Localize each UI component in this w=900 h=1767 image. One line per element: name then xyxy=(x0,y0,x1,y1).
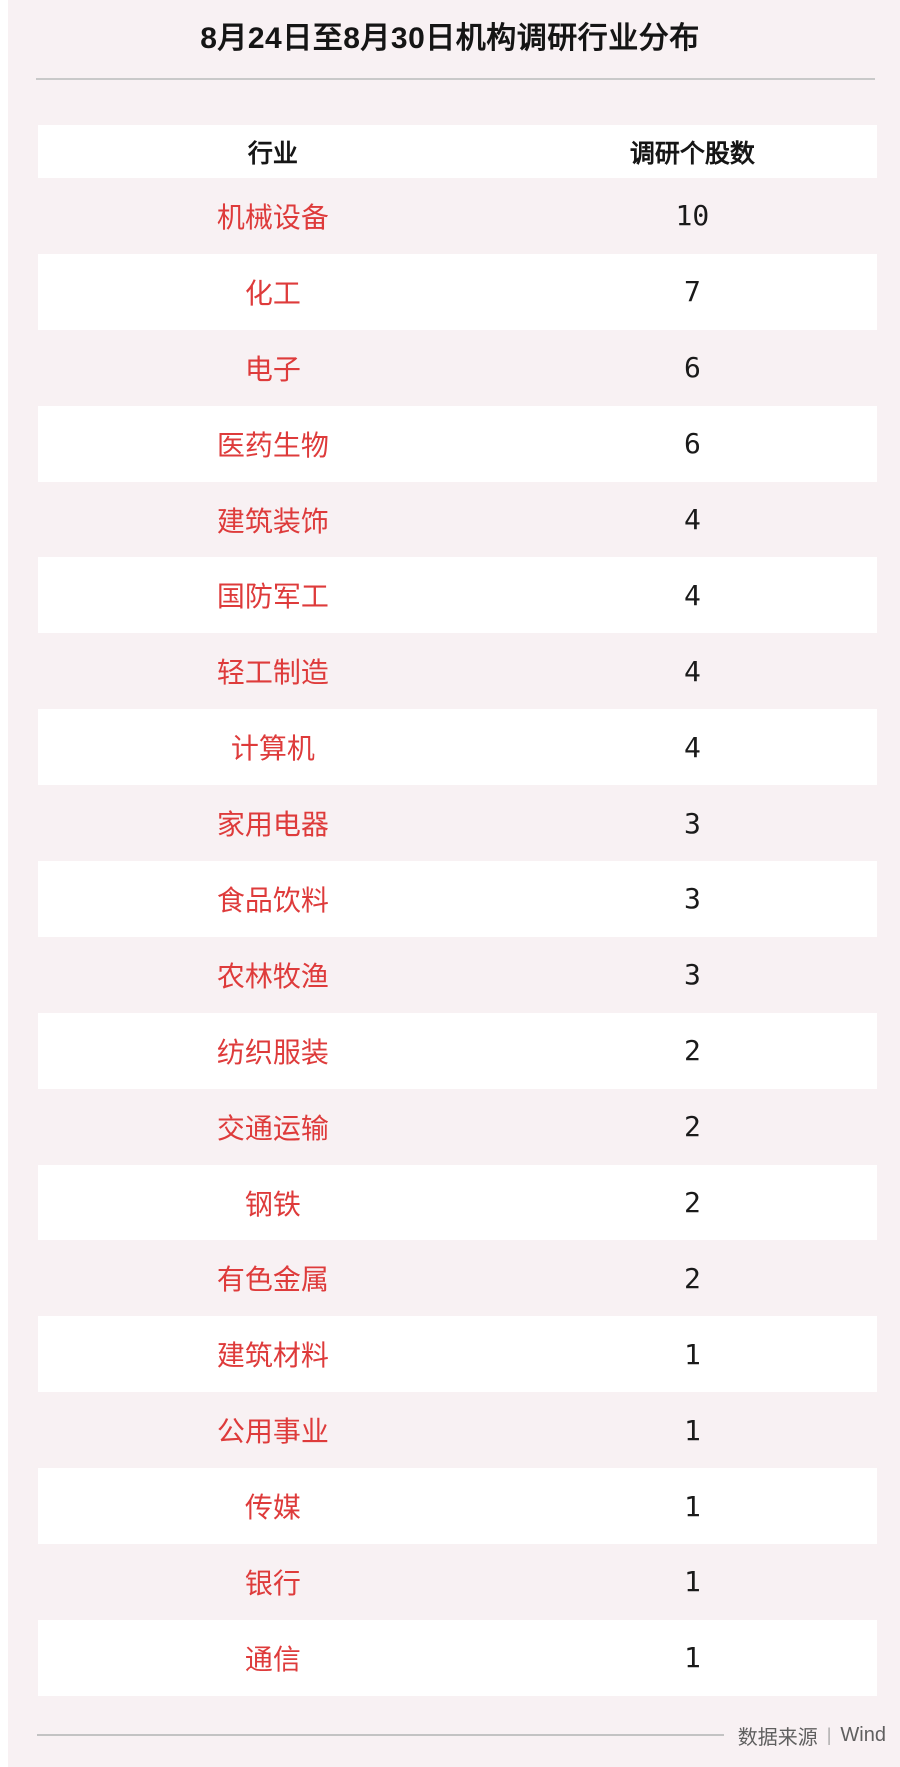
table-row: 钢铁 2 xyxy=(38,1164,877,1241)
industry-name: 交通运输 xyxy=(216,1112,329,1144)
table-row: 国防军工 4 xyxy=(38,557,877,634)
industry-name: 电子 xyxy=(244,353,301,385)
industry-name: 通信 xyxy=(244,1643,301,1675)
stock-count: 1 xyxy=(683,1565,701,1599)
industry-name: 建筑材料 xyxy=(216,1340,329,1372)
table-row: 建筑装饰 4 xyxy=(38,482,877,558)
stock-count: 10 xyxy=(675,199,710,233)
table-row: 农林牧渔 3 xyxy=(38,937,877,1013)
table-row: 传媒 1 xyxy=(38,1468,877,1545)
footer-divider-line xyxy=(37,1734,724,1736)
title-divider xyxy=(36,78,875,80)
stock-count: 2 xyxy=(683,1034,701,1068)
header-industry: 行业 xyxy=(247,139,298,168)
table-row: 银行 1 xyxy=(38,1544,877,1620)
stock-count: 6 xyxy=(683,427,701,461)
stock-count: 3 xyxy=(683,958,701,992)
table-row: 纺织服装 2 xyxy=(38,1012,877,1089)
industry-name: 计算机 xyxy=(230,733,315,765)
stock-count: 2 xyxy=(683,1261,701,1295)
data-source-label: 数据来源 xyxy=(737,1726,818,1749)
table-row: 化工 7 xyxy=(38,253,877,330)
industry-name: 农林牧渔 xyxy=(216,960,329,992)
stock-count: 1 xyxy=(683,1337,701,1371)
table-row: 建筑材料 1 xyxy=(38,1316,877,1393)
industry-name: 公用事业 xyxy=(216,1416,329,1448)
table-row: 家用电器 3 xyxy=(38,785,877,861)
stock-count: 4 xyxy=(683,730,701,764)
header-stock-count: 调研个股数 xyxy=(629,139,755,168)
industry-name: 轻工制造 xyxy=(216,657,329,689)
industry-name: 化工 xyxy=(244,277,301,309)
stock-count: 7 xyxy=(683,275,701,309)
stock-count: 3 xyxy=(683,882,701,916)
industry-name: 机械设备 xyxy=(216,201,329,233)
stock-count: 4 xyxy=(683,578,701,612)
stock-count: 2 xyxy=(683,1186,701,1220)
table-row: 轻工制造 4 xyxy=(38,633,877,709)
table-row: 医药生物 6 xyxy=(38,405,877,482)
stock-count: 4 xyxy=(683,503,701,536)
industry-name: 钢铁 xyxy=(244,1188,301,1220)
left-edge-strip xyxy=(0,0,8,1767)
footer-separator: | xyxy=(826,1724,832,1745)
stock-count: 2 xyxy=(683,1110,701,1144)
table-row: 食品饮料 3 xyxy=(38,861,877,937)
data-source-name: Wind xyxy=(840,1723,886,1746)
table-row: 电子 6 xyxy=(38,330,877,406)
table-row: 计算机 4 xyxy=(38,709,877,786)
industry-name: 银行 xyxy=(244,1567,301,1599)
chart-title: 8月24日至8月30日机构调研行业分布 xyxy=(200,22,700,55)
industry-name: 纺织服装 xyxy=(216,1036,329,1068)
footer: 数据来源 | Wind xyxy=(37,1720,886,1750)
industry-name: 家用电器 xyxy=(216,809,329,841)
industry-name: 食品饮料 xyxy=(216,884,329,916)
industry-name: 国防军工 xyxy=(216,581,329,613)
industry-name: 建筑装饰 xyxy=(216,505,329,537)
stock-count: 1 xyxy=(683,1413,701,1447)
table-row: 机械设备 10 xyxy=(38,178,877,254)
table-row: 有色金属 2 xyxy=(38,1240,877,1316)
table-row: 公用事业 1 xyxy=(38,1392,877,1468)
table-header-row: 行业 调研个股数 xyxy=(38,125,877,178)
stock-count: 3 xyxy=(683,806,701,840)
stock-count: 4 xyxy=(683,654,701,688)
stock-count: 1 xyxy=(683,1489,701,1523)
industry-name: 传媒 xyxy=(244,1492,301,1524)
industry-name: 医药生物 xyxy=(216,429,329,461)
table-row: 通信 1 xyxy=(38,1619,877,1696)
stock-count: 6 xyxy=(683,351,701,385)
industry-table: 行业 调研个股数 机械设备 10 化工 7 电子 6 医药生物 6 建筑装饰 4… xyxy=(38,125,877,1696)
industry-name: 有色金属 xyxy=(216,1264,329,1296)
stock-count: 1 xyxy=(683,1641,701,1675)
table-row: 交通运输 2 xyxy=(38,1089,877,1165)
